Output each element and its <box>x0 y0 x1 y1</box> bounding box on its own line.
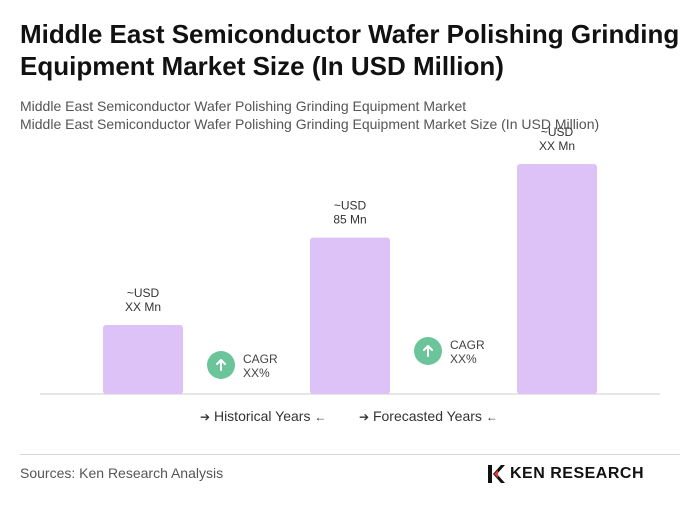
ken-research-logo-icon <box>488 465 505 483</box>
bar-value-label: XX Mn <box>125 300 161 314</box>
cagr-label: CAGR <box>243 352 278 366</box>
cagr-label: XX% <box>243 366 270 380</box>
legend-forecast-label: Forecasted Years <box>372 408 482 424</box>
chart-subtitle-1: Middle East Semiconductor Wafer Polishin… <box>20 98 467 114</box>
bar-value-label: ~USD <box>541 125 574 139</box>
footer-divider <box>20 454 680 455</box>
arrow-right-icon: ➔ <box>200 410 211 424</box>
bar-value-label: ~USD <box>334 199 367 213</box>
legend-historical-label: Historical Years <box>213 408 311 424</box>
legend-historical: ➔ Historical Years ← <box>200 408 326 424</box>
bar-value-label: ~USD <box>127 286 160 300</box>
arrow-right-icon: ➔ <box>359 410 370 424</box>
cagr-label: XX% <box>450 352 477 366</box>
chart-subtitle-2: Middle East Semiconductor Wafer Polishin… <box>20 116 600 132</box>
source-text: Sources: Ken Research Analysis <box>20 465 224 481</box>
arrow-up-icon <box>216 359 226 371</box>
chart-legend: ➔ Historical Years ← ➔ Forecasted Years … <box>0 408 700 428</box>
legend-forecast: ➔ Forecasted Years ← <box>359 408 498 424</box>
cagr-label: CAGR <box>450 338 485 352</box>
ken-research-logo: KEN RESEARCH <box>486 463 644 485</box>
arrow-left-icon: ← <box>314 410 327 424</box>
bar-value-label: XX Mn <box>539 139 575 153</box>
logo-text: KEN RESEARCH <box>510 465 645 482</box>
arrow-left-icon: ← <box>485 410 498 424</box>
bar-3 <box>517 164 597 394</box>
bar-1 <box>103 325 183 394</box>
arrow-up-icon <box>423 345 433 357</box>
chart-title: Middle East Semiconductor Wafer Polishin… <box>20 19 680 81</box>
bar-2 <box>310 237 390 394</box>
bar-value-label: 85 Mn <box>333 213 366 227</box>
